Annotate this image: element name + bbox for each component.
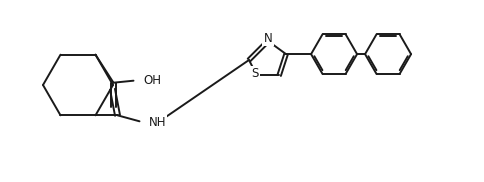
Text: OH: OH [143,74,162,87]
Text: S: S [251,67,258,80]
Text: NH: NH [149,116,166,129]
Text: N: N [264,31,272,45]
